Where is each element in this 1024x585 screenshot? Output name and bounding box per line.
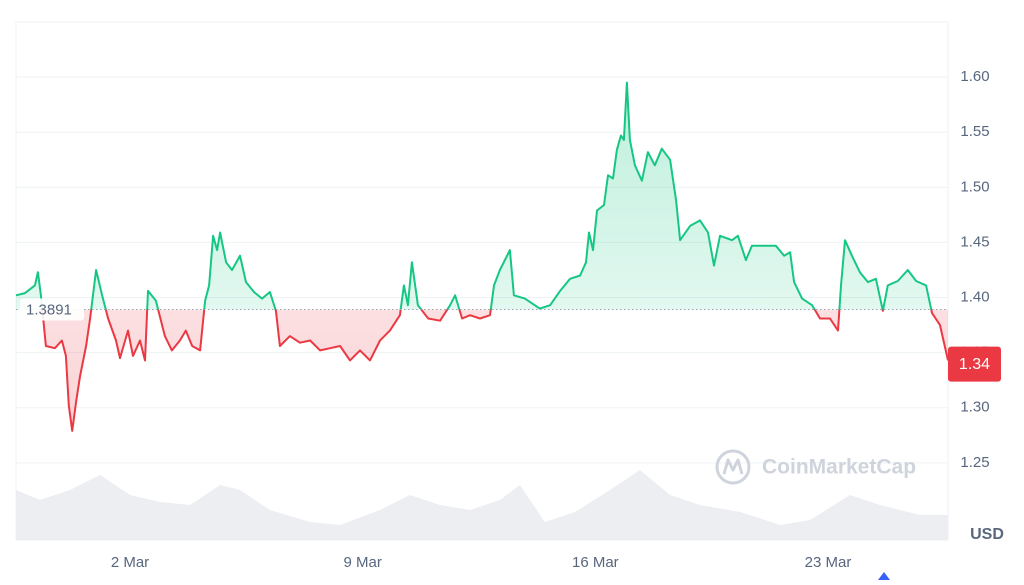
watermark: CoinMarketCap [715,449,916,485]
volume-area [16,470,948,540]
area-up [16,82,948,310]
x-tick-label: 9 Mar [344,554,382,571]
area-down [42,309,948,431]
watermark-logo-mark [722,458,744,475]
volume-layer [16,470,948,540]
y-tick-label: 1.40 [960,289,989,306]
price-layer [15,81,949,432]
x-tick-label: 2 Mar [111,554,149,571]
scroll-indicator [878,572,890,580]
overlay-layer: 1.3891 1.34 [16,298,1001,382]
baseline-label: 1.3891 [26,302,72,319]
price-line-up [15,81,933,310]
baseline-label-bg [20,298,84,321]
y-tick-label: 1.50 [960,178,989,195]
y-tick-label: 1.55 [960,123,989,140]
y-tick-label: 1.45 [960,233,989,250]
price-line-down [41,309,949,432]
current-price-badge [948,346,1001,382]
x-tick-label: 23 Mar [805,554,852,571]
y-tick-label: 1.25 [960,454,989,471]
current-price-label: 1.34 [959,356,990,373]
y-tick-label: 1.60 [960,68,989,85]
x-tick-label: 16 Mar [572,554,619,571]
y-tick-label: 1.30 [960,399,989,416]
watermark-logo [715,449,751,485]
watermark-text: CoinMarketCap [762,456,916,479]
currency-label: USD [970,526,1004,543]
